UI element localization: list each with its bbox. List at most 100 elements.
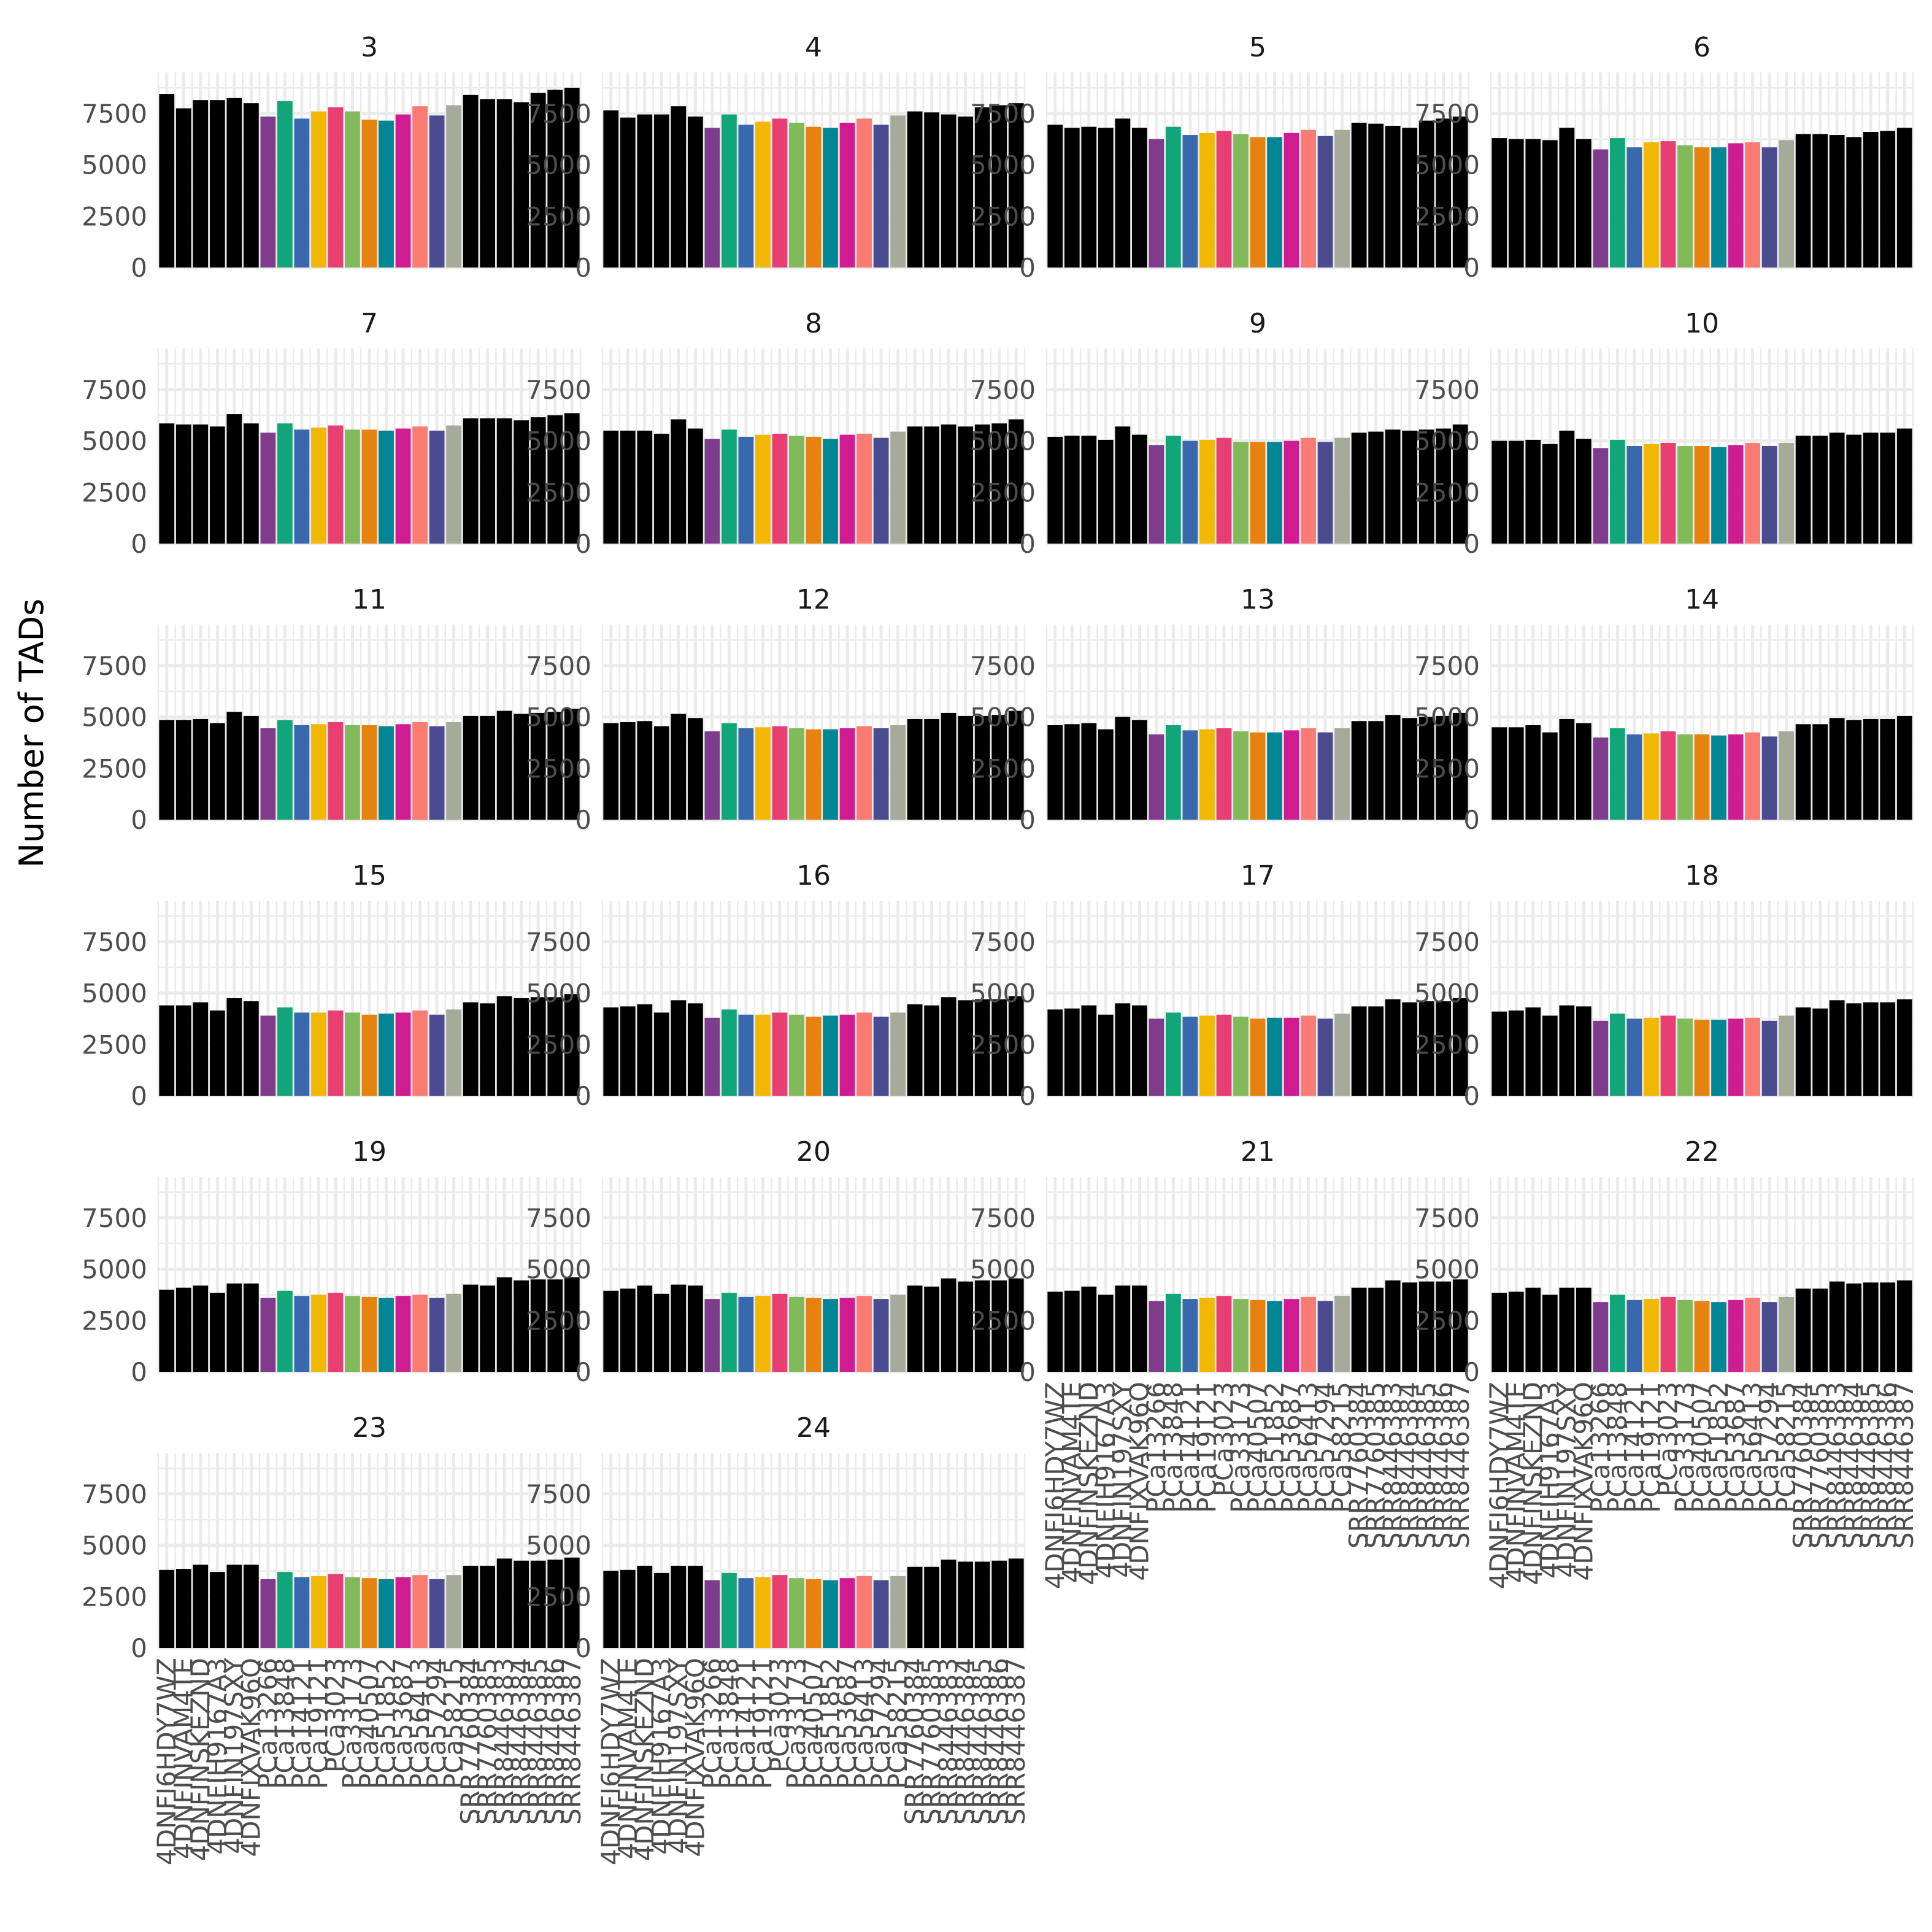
bar-4DNFINSKEZND — [1525, 139, 1541, 267]
bar-SRR7760384 — [907, 426, 923, 544]
x-tick-label: SRR7760385 — [1805, 1382, 1835, 1549]
x-tick-label: SRR8446383 — [1377, 1382, 1407, 1549]
bar-SRR8446387 — [564, 1557, 580, 1648]
bar-PCa56413 — [412, 1295, 428, 1372]
x-tick-label: SRR7760384 — [455, 1658, 485, 1825]
bar-4DNFINSKEZND — [193, 1285, 209, 1372]
bar-4DNFIN197SXY — [671, 714, 687, 820]
bar-SRR8446384 — [958, 1561, 974, 1648]
bar-PCa13848 — [1166, 126, 1181, 267]
bar-PCa19121 — [1644, 1299, 1659, 1372]
bar-PCa3023 — [772, 118, 788, 267]
bar-4DNFI6HDY7WZ — [1047, 1291, 1063, 1372]
bar-PCa40507 — [806, 1298, 822, 1372]
bar-PCa19121 — [755, 434, 771, 544]
bar-PCa51852 — [379, 1298, 394, 1372]
panel-title: 19 — [352, 1136, 387, 1168]
bar-PCa58215 — [890, 431, 906, 544]
bar-4DNFIN197SXY — [1115, 118, 1131, 267]
y-tick-label: 7500 — [526, 1203, 591, 1233]
x-tick-label: PCa13848 — [1158, 1382, 1188, 1513]
y-tick-label: 5000 — [970, 702, 1036, 733]
bar-SRR8446384 — [514, 1280, 529, 1372]
bar-SRR8446383 — [941, 997, 956, 1096]
bar-PCa51852 — [823, 1299, 838, 1372]
bar-PCa14121 — [738, 1296, 754, 1372]
x-tick-label: SRR8446385 — [1855, 1382, 1885, 1549]
bar-SRR7760385 — [1368, 721, 1384, 820]
bar-4DNFIN197SXY — [671, 1284, 687, 1372]
bar-SRR8446385 — [1863, 132, 1879, 267]
x-tick-label: PCa56413 — [849, 1658, 879, 1789]
bar-PCa53687 — [839, 122, 855, 267]
x-tick-label: SRR8446387 — [556, 1658, 587, 1825]
bar-PCa33173 — [1233, 731, 1249, 820]
bar-PCa51852 — [1711, 1020, 1726, 1096]
bar-PCa58215 — [1334, 129, 1350, 267]
y-tick-label: 0 — [1019, 529, 1036, 559]
y-tick-label: 7500 — [970, 1203, 1036, 1233]
y-tick-label: 2500 — [82, 1306, 147, 1336]
bar-4DNFINVAM4TE — [620, 1569, 636, 1648]
x-tick-label: PCa3023 — [1209, 1382, 1239, 1496]
bar-4DNFIN197SXY — [226, 998, 242, 1096]
bar-4DNFIN197SXY — [226, 712, 242, 820]
bar-SRR8446383 — [1829, 1000, 1845, 1096]
x-tick-label: PCa53687 — [388, 1658, 418, 1789]
y-tick-label: 7500 — [526, 375, 591, 405]
bar-PCa13848 — [722, 1572, 737, 1648]
bar-SRR7760384 — [1795, 1007, 1811, 1096]
bar-4DNFINVAM4TE — [1064, 1290, 1080, 1372]
y-tick-label: 0 — [575, 1633, 591, 1663]
facet-panel-5: 5 0 2500 5000 7500 — [970, 32, 1470, 283]
x-tick-label: PCa51852 — [1704, 1382, 1734, 1513]
bar-PCa13848 — [277, 1007, 293, 1096]
bar-PCa3023 — [1660, 731, 1676, 820]
bar-PCa13266 — [1149, 445, 1164, 544]
bar-4DNFINVAM4TE — [1508, 139, 1524, 267]
bar-SRR8446383 — [1829, 718, 1845, 820]
bar-PCa53687 — [1284, 133, 1299, 267]
bar-PCa19121 — [1199, 133, 1215, 267]
bar-SRR8446386 — [1880, 1282, 1896, 1372]
x-tick-label: 4DNFIH9167A3 — [646, 1658, 676, 1855]
x-tick-label: SRR8446383 — [489, 1658, 519, 1825]
bar-SRR7760385 — [924, 1566, 940, 1648]
bar-SRR8446385 — [1418, 1281, 1434, 1372]
bar-PCa33173 — [1677, 145, 1693, 267]
bar-PCa40507 — [1694, 445, 1710, 544]
facet-panel-3: 3 0 2500 5000 7500 — [82, 32, 582, 283]
bar-PCa19121 — [755, 1014, 771, 1096]
bar-PCa53687 — [395, 1296, 411, 1372]
bar-PCa13266 — [1149, 1301, 1164, 1372]
bar-PCa40507 — [806, 1017, 822, 1096]
panel-title: 12 — [796, 584, 831, 615]
bar-PCa40507 — [1250, 1018, 1266, 1096]
facet-panel-22: 2202500500075004DNFI6HDY7WZ4DNFINVAM4TE4… — [1414, 1136, 1919, 1589]
bar-PCa56413 — [1301, 129, 1316, 267]
bar-PCa56413 — [412, 1575, 428, 1648]
bar-PCa14121 — [1626, 445, 1642, 544]
bar-PCa13266 — [260, 116, 276, 267]
bar-4DNFIH9167A3 — [653, 114, 669, 267]
bar-SRR8446386 — [547, 997, 563, 1096]
bar-SRR7760385 — [480, 99, 496, 268]
bar-PCa58215 — [890, 115, 906, 267]
bar-PCa33173 — [345, 111, 360, 267]
x-tick-label: PCa3023 — [1653, 1382, 1683, 1496]
bar-PCa33173 — [1677, 734, 1693, 820]
x-tick-label: 4DNFIH9167A3 — [1534, 1382, 1564, 1579]
bar-4DNFIXVAK96Q — [1576, 1006, 1591, 1096]
bar-PCa19121 — [1644, 733, 1659, 820]
x-tick-label: PCa58215 — [439, 1658, 469, 1789]
bar-PCa19121 — [1199, 1015, 1215, 1096]
bar-4DNFIH9167A3 — [1542, 1295, 1558, 1372]
bar-4DNFINSKEZND — [1525, 725, 1541, 820]
bar-SRR8446387 — [1896, 999, 1912, 1096]
bar-PCa58215 — [890, 725, 906, 820]
bar-SRR8446383 — [1385, 1280, 1401, 1372]
y-tick-label: 0 — [131, 805, 147, 835]
bar-SRR8446386 — [547, 1560, 563, 1648]
bar-SRR8446383 — [1829, 135, 1845, 267]
y-tick-label: 0 — [131, 529, 147, 559]
